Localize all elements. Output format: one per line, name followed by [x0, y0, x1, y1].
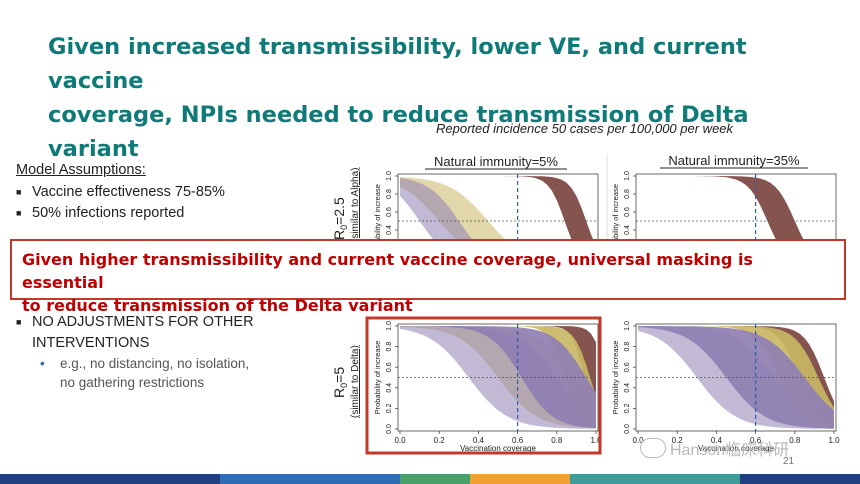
y-tick-label: 0.6 [386, 362, 393, 372]
footer-bar-segment [740, 474, 860, 484]
assumption-text: 50% infections reported [32, 205, 185, 221]
svg-text:(similar to Alpha): (similar to Alpha) [350, 168, 361, 242]
row-note-bottom: (similar to Delta) [350, 345, 361, 418]
col-header-left: Natural immunity=5% [434, 154, 558, 169]
y-tick-label: 0.6 [386, 207, 393, 217]
x-tick-label: 0.6 [512, 436, 524, 445]
y-tick-label: 1.0 [386, 321, 393, 331]
y-tick-label: 0.2 [386, 403, 393, 413]
svg-text:R0=2.5: R0=2.5 [331, 197, 349, 240]
footer-bar-segment [570, 474, 740, 484]
x-tick-label: 0.0 [632, 436, 644, 445]
y-tick-label: 0.6 [624, 362, 631, 372]
banner-line-1: Given higher transmissibility and curren… [22, 250, 753, 292]
bullet-icon: ■ [16, 208, 22, 218]
y-tick-label: 0.4 [624, 383, 631, 393]
x-axis-label: Vaccination coverage [460, 444, 536, 453]
key-message-banner: Given higher transmissibility and curren… [10, 239, 846, 315]
x-axis-label: Vaccination coverage [698, 444, 774, 453]
bullet-icon: ■ [16, 187, 22, 197]
assumptions-heading: Model Assumptions: [16, 162, 146, 178]
banner-line-2: to reduce transmission of the Delta vari… [22, 296, 413, 315]
uncertainty-band [400, 326, 596, 417]
svg-text:(similar to Delta): (similar to Delta) [350, 345, 361, 418]
chart-subtitle: Reported incidence 50 cases per 100,000 … [436, 121, 734, 136]
y-tick-label: 0.4 [624, 225, 631, 235]
title-line-2: coverage, NPIs needed to reduce transmis… [48, 102, 749, 162]
x-tick-label: 0.6 [750, 436, 762, 445]
y-tick-label: 1.0 [624, 321, 631, 331]
x-tick-label: 0.2 [434, 436, 446, 445]
footer-bar-segment [0, 474, 220, 484]
y-axis-label: Probability of increase [611, 341, 620, 415]
uncertainty-band [638, 326, 834, 428]
y-tick-label: 0.8 [386, 189, 393, 199]
bullet-icon: ■ [16, 317, 22, 327]
uncertainty-band [400, 326, 596, 429]
x-tick-label: 0.0 [394, 436, 406, 445]
title-line-1: Given increased transmissibility, lower … [48, 34, 747, 94]
wechat-icon [640, 438, 666, 458]
x-tick-label: 0.4 [473, 436, 485, 445]
assumption-text: NO ADJUSTMENTS FOR OTHER INTERVENTIONS [32, 314, 254, 351]
y-tick-label: 0.4 [386, 225, 393, 235]
y-axis-label: Probability of increase [611, 184, 620, 258]
row-label-top: R0=2.5 [331, 197, 349, 240]
y-tick-label: 1.0 [624, 171, 631, 181]
y-tick-label: 1.0 [386, 171, 393, 181]
chart-panel: 0.0 0.2 0.4 0.6 0.8 1.0 Probability of increas… [611, 321, 840, 453]
assumptions-panel: Model Assumptions: ■ Vaccine effectivenes… [16, 162, 316, 392]
row-note-top: (similar to Alpha) [350, 168, 361, 242]
uncertainty-band [400, 177, 596, 266]
page-number: 21 [783, 456, 795, 467]
y-tick-label: 0.2 [624, 403, 631, 413]
assumption-item: ■ 50% infections reported [16, 203, 316, 224]
y-axis-label: Probability of increase [373, 184, 382, 258]
footer-color-bar [0, 474, 860, 484]
sub-bullet-icon: • [40, 356, 45, 371]
y-tick-label: 0.8 [624, 342, 631, 352]
watermark: Hanson临床科研 [640, 436, 789, 460]
y-axis-label: Probability of increase [373, 341, 382, 415]
y-tick-label: 0.6 [624, 207, 631, 217]
footer-bar-segment [470, 474, 570, 484]
slide-title: Given increased transmissibility, lower … [48, 30, 838, 166]
chart-panel: 0.0 0.2 0.4 0.6 0.8 1.0 Probability of increas… [373, 321, 602, 453]
y-tick-label: 0.8 [624, 189, 631, 199]
x-tick-label: 0.2 [672, 436, 684, 445]
x-tick-label: 0.4 [711, 436, 723, 445]
assumption-subitem: • e.g., no distancing, no isolation, no ga… [40, 356, 250, 390]
y-tick-label: 0.0 [624, 424, 631, 434]
col-header-right: Natural immunity=35% [668, 153, 800, 168]
assumption-item: ■ NO ADJUSTMENTS FOR OTHER INTERVENTIONS [16, 312, 316, 354]
x-tick-label: 0.8 [789, 436, 801, 445]
footer-bar-segment [220, 474, 400, 484]
x-tick-label: 1.0 [828, 436, 840, 445]
y-tick-label: 0.0 [386, 424, 393, 434]
footer-bar-segment [400, 474, 470, 484]
assumption-item: ■ Vaccine effectiveness 75-85% [16, 182, 316, 203]
assumption-text: Vaccine effectiveness 75-85% [32, 184, 225, 200]
y-tick-label: 0.8 [386, 342, 393, 352]
row-label-bottom: R0=5 [331, 367, 349, 398]
svg-text:R0=5: R0=5 [331, 367, 349, 398]
x-tick-label: 1.0 [590, 436, 602, 445]
highlight-box [365, 316, 602, 455]
x-tick-label: 0.8 [551, 436, 563, 445]
y-tick-label: 0.4 [386, 383, 393, 393]
